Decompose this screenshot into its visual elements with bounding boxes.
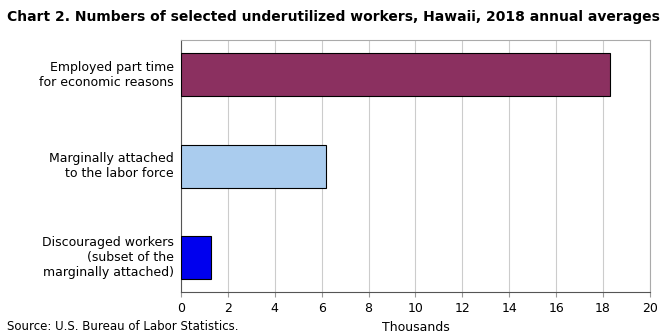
Bar: [181, 145, 326, 188]
Text: Chart 2. Numbers of selected underutilized workers, Hawaii, 2018 annual averages: Chart 2. Numbers of selected underutiliz…: [7, 10, 659, 24]
X-axis label: Thousands: Thousands: [381, 321, 450, 334]
Bar: [181, 53, 610, 96]
Text: Source: U.S. Bureau of Labor Statistics.: Source: U.S. Bureau of Labor Statistics.: [7, 320, 239, 333]
Bar: [181, 237, 212, 280]
